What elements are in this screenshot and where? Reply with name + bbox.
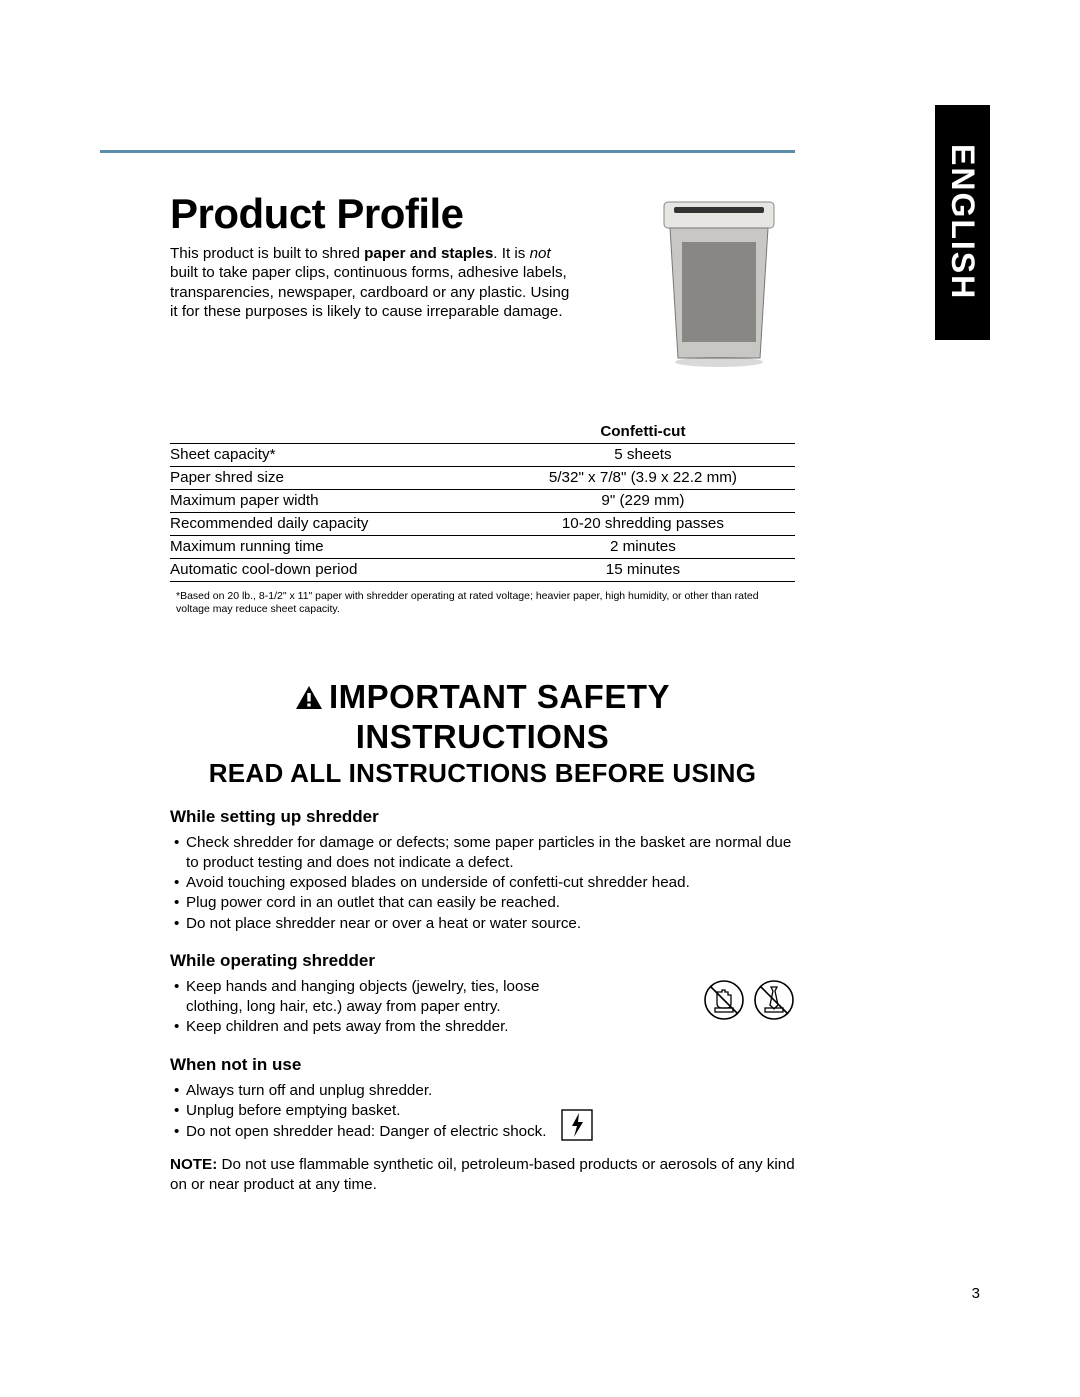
note-paragraph: NOTE: Do not use flammable synthetic oil… (170, 1155, 795, 1194)
shock-icon (559, 1107, 595, 1148)
table-row: Maximum paper width9" (229 mm) (170, 489, 795, 512)
table-row: Sheet capacity*5 sheets (170, 443, 795, 466)
spec-table: Confetti-cut Sheet capacity*5 sheets Pap… (170, 420, 795, 582)
table-row: Paper shred size5/32" x 7/8" (3.9 x 22.2… (170, 466, 795, 489)
operating-list: Keep hands and hanging objects (jewelry,… (170, 977, 600, 1036)
page-number: 3 (972, 1285, 980, 1302)
spec-rows: Sheet capacity*5 sheets Paper shred size… (170, 443, 795, 581)
footnote: *Based on 20 lb., 8-1/2" x 11" paper wit… (170, 590, 795, 616)
table-row: Automatic cool-down period15 minutes (170, 558, 795, 581)
warning-icon (295, 680, 323, 718)
list-item: Do not place shredder near or over a hea… (170, 914, 795, 933)
page-content: Product Profile This product is built to… (170, 190, 795, 1194)
list-item: Do not open shredder head: Danger of ele… (170, 1122, 570, 1141)
no-hand-icon (703, 979, 745, 1026)
intro-bold: paper and staples (364, 245, 493, 262)
product-image (640, 190, 795, 370)
safety-line2: READ ALL INSTRUCTIONS BEFORE USING (170, 758, 795, 789)
list-item: Avoid touching exposed blades on undersi… (170, 873, 795, 892)
intro-text-2: . It is (493, 245, 529, 262)
intro-text-1: This product is built to shred (170, 245, 364, 262)
list-item: Keep hands and hanging objects (jewelry,… (170, 977, 600, 1016)
setup-list: Check shredder for damage or defects; so… (170, 833, 795, 933)
intro-italic: not (530, 245, 551, 262)
table-row: Maximum running time2 minutes (170, 535, 795, 558)
operating-heading: While operating shredder (170, 951, 795, 971)
intro-paragraph: This product is built to shred paper and… (170, 244, 570, 322)
header-rule (100, 150, 795, 153)
spec-header: Confetti-cut (491, 420, 795, 444)
table-row: Recommended daily capacity10-20 shreddin… (170, 512, 795, 535)
safety-heading: IMPORTANT SAFETY INSTRUCTIONS READ ALL I… (170, 678, 795, 789)
safety-line1: IMPORTANT SAFETY INSTRUCTIONS (329, 678, 670, 755)
language-tab: ENGLISH (935, 105, 990, 340)
list-item: Always turn off and unplug shredder. (170, 1081, 570, 1100)
list-item: Unplug before emptying basket. (170, 1101, 570, 1120)
language-label: ENGLISH (944, 144, 981, 300)
setup-heading: While setting up shredder (170, 807, 795, 827)
notinuse-heading: When not in use (170, 1055, 795, 1075)
no-tie-icon (753, 979, 795, 1026)
note-label: NOTE: (170, 1156, 217, 1173)
notinuse-list: Always turn off and unplug shredder. Unp… (170, 1081, 570, 1141)
list-item: Check shredder for damage or defects; so… (170, 833, 795, 872)
list-item: Plug power cord in an outlet that can ea… (170, 893, 795, 912)
note-text: Do not use flammable synthetic oil, petr… (170, 1156, 795, 1192)
intro-text-3: built to take paper clips, continuous fo… (170, 264, 569, 320)
list-item: Keep children and pets away from the shr… (170, 1017, 600, 1036)
